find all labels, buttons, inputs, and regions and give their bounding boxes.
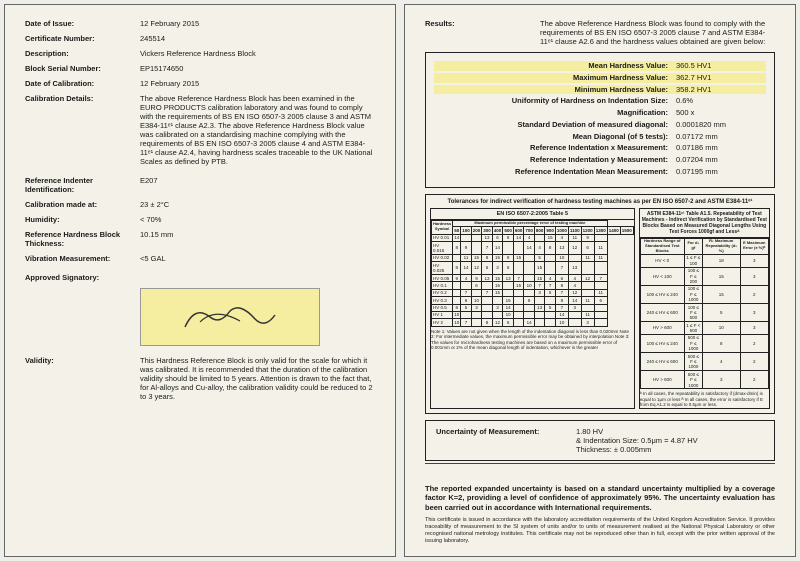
field-value: Vickers Reference Hardness Block [140,49,375,58]
tolerance-left-col: EN ISO 6507-2:2005 Table 5 Hardness Symb… [430,208,635,409]
field-label: Calibration Details: [25,94,140,166]
highlight-row: Mean Hardness Value:360.5 HV1 [434,61,766,71]
tolerance-title: Tolerances for indirect verification of … [430,199,770,205]
footer-small: This certificate is issued in accordance… [425,517,775,545]
measurement-row: Uniformity of Hardness on Indentation Si… [434,96,766,106]
certificate-page-left: Date of Issue:12 February 2015Certificat… [4,4,396,557]
results-intro-row: Results: The above Reference Hardness Bl… [425,19,775,46]
field-value: E207 [140,176,375,194]
field-row: Reference Hardness Block Thickness:10.15… [25,230,375,248]
field-row: Calibration Details:The above Reference … [25,94,375,166]
uncertainty-label: Uncertainty of Measurement: [436,427,576,454]
footer-bold: The reported expanded uncertainty is bas… [425,484,775,513]
signature-icon [170,297,290,337]
validity-row: Validity: This Hardness Reference Block … [25,356,375,401]
field-label: Calibration made at: [25,200,140,209]
field-label: Block Serial Number: [25,64,140,73]
results-intro: The above Reference Hardness Block was f… [540,19,775,46]
field-value: 23 ± 2°C [140,200,375,209]
field-label: Vibration Measurement: [25,254,140,263]
field-row: Vibration Measurement:<5 GAL [25,254,375,263]
field-label: Approved Signatory: [25,273,140,282]
uncertainty-box: Uncertainty of Measurement: 1.80 HV & In… [425,420,775,461]
field-value: 245514 [140,34,375,43]
field-value [140,273,375,282]
field-row: Reference Indenter Identification:E207 [25,176,375,194]
tolerance-box: Tolerances for indirect verification of … [425,194,775,414]
field-row: Date of Calibration:12 February 2015 [25,79,375,88]
field-value: The above Reference Hardness Block has b… [140,94,375,166]
field-value: < 70% [140,215,375,224]
results-label: Results: [425,19,540,46]
field-value: 10.15 mm [140,230,375,248]
validity-value: This Hardness Reference Block is only va… [140,356,375,401]
measurement-row: Standard Deviation of measured diagonal:… [434,120,766,130]
measurement-row: Reference Indentation Mean Measurement:0… [434,167,766,177]
field-row: Date of Issue:12 February 2015 [25,19,375,28]
certificate-page-right: Results: The above Reference Hardness Bl… [404,4,796,557]
tol-right-title: ASTM E384-11ᵉ¹ Table A1.5. Repeatability… [640,209,769,238]
field-row: Description:Vickers Reference Hardness B… [25,49,375,58]
measurement-row: Reference Indentation y Measurement:0.07… [434,155,766,165]
field-row: Calibration made at:23 ± 2°C [25,200,375,209]
tol-right-notes: ᴬ In all cases, the repeatability is sat… [640,391,769,407]
field-label: Date of Issue: [25,19,140,28]
measurement-row: Magnification:500 x [434,108,766,118]
signature-box [140,288,320,346]
field-label: Humidity: [25,215,140,224]
field-value: 12 February 2015 [140,19,375,28]
uncertainty-values: 1.80 HV & Indentation Size: 0.5μm = 4.87… [576,427,698,454]
field-label: Description: [25,49,140,58]
field-row: Approved Signatory: [25,273,375,282]
validity-label: Validity: [25,356,140,401]
highlight-row: Maximum Hardness Value:362.7 HV1 [434,73,766,83]
field-label: Date of Calibration: [25,79,140,88]
field-value: 12 February 2015 [140,79,375,88]
tol-left-title: EN ISO 6507-2:2005 Table 5 [431,209,634,220]
field-row: Certificate Number:245514 [25,34,375,43]
tol-right-table: Hardness Range of Standardised Test Bloc… [640,238,769,390]
tolerance-right-col: ASTM E384-11ᵉ¹ Table A1.5. Repeatability… [639,208,770,409]
tol-left-notes: Note 1: Values are not given when the le… [431,329,634,351]
field-label: Certificate Number: [25,34,140,43]
highlight-row: Minimum Hardness Value:358.2 HV1 [434,85,766,95]
field-value: EP15174650 [140,64,375,73]
field-row: Humidity:< 70% [25,215,375,224]
measurement-row: Mean Diagonal (of 5 tests):0.07172 mm [434,132,766,142]
measurement-row: Reference Indentation x Measurement:0.07… [434,143,766,153]
field-label: Reference Hardness Block Thickness: [25,230,140,248]
results-box: Mean Hardness Value:360.5 HV1 Maximum Har… [425,52,775,188]
field-label: Reference Indenter Identification: [25,176,140,194]
field-row: Block Serial Number:EP15174650 [25,64,375,73]
field-value: <5 GAL [140,254,375,263]
tol-left-table: Hardness SymbolMaximum permissible perce… [431,220,634,327]
